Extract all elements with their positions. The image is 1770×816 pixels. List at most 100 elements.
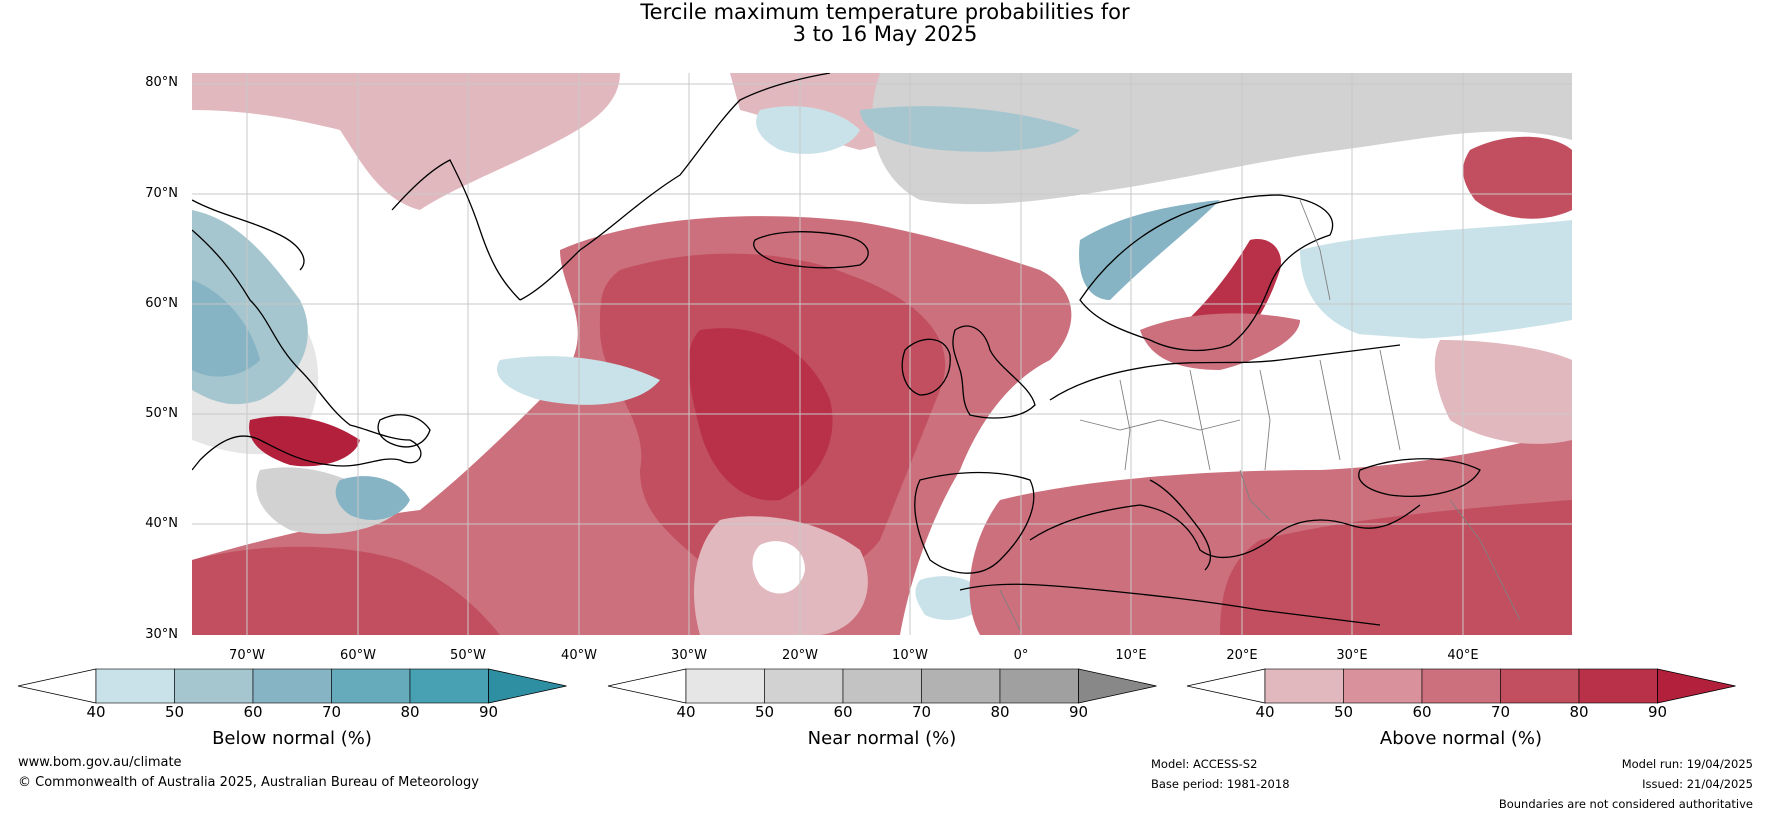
map-title-line1: Tercile maximum temperature probabilitie… — [640, 0, 1130, 24]
lat-label-50n: 50°N — [145, 406, 178, 421]
above-normal-middle-east — [1220, 500, 1572, 635]
colorbar-above-segment — [1578, 668, 1658, 704]
colorbar-above — [1186, 668, 1736, 704]
footer-disclaimer: Boundaries are not considered authoritat… — [1498, 797, 1753, 811]
map-title-line2: 3 to 16 May 2025 — [792, 22, 978, 46]
europe-neutral-zone — [1055, 325, 1462, 456]
coast-greenland-south — [519, 73, 831, 301]
coast-scandinavia — [1079, 194, 1334, 352]
colorbar-below-tick: 80 — [400, 703, 420, 721]
coast-greenland-west — [391, 159, 521, 301]
colorbar-above-segment — [1343, 668, 1423, 704]
colorbar-near-tick: 50 — [754, 703, 775, 721]
above-normal-arctic-canada — [192, 73, 620, 210]
lon-label-20w: 20°W — [782, 648, 818, 663]
footer-model: Model: ACCESS-S2 — [1151, 757, 1258, 771]
coast-black-sea — [1358, 458, 1481, 497]
colorbar-below-tick: 90 — [478, 703, 499, 721]
colorbar-above-tick: 60 — [1412, 703, 1432, 721]
colorbar-near — [607, 668, 1157, 704]
colorbar-above-tick: 80 — [1569, 703, 1589, 721]
below-normal-atlantic-mid — [496, 356, 660, 405]
gridlines — [192, 73, 1572, 635]
lon-label-20e: 20°E — [1226, 648, 1258, 663]
colorbar-near-tick: 60 — [833, 703, 853, 721]
coast-iberia — [914, 471, 1035, 574]
colorbar-above-segment — [1264, 668, 1344, 704]
lon-label-50w: 50°W — [450, 648, 486, 663]
colorbar-below — [17, 668, 567, 704]
country-borders — [999, 199, 1521, 631]
coast-north-africa — [959, 583, 1381, 626]
coast-ireland — [901, 338, 951, 396]
footer-issued: Issued: 21/04/2025 — [1642, 777, 1753, 791]
colorbar-above-tick: 50 — [1333, 703, 1354, 721]
lat-label-60n: 60°N — [145, 296, 178, 311]
colorbar-below-tick: 60 — [243, 703, 263, 721]
coast-great-britain — [952, 325, 1036, 419]
above-normal-gulf-st-lawrence — [249, 416, 360, 467]
lon-label-30w: 30°W — [671, 648, 707, 663]
below-normal-arctic — [860, 106, 1080, 152]
colorbar-above-tick: 70 — [1490, 703, 1511, 721]
coast-italy — [1149, 479, 1212, 571]
below-normal-gulf-stream — [335, 476, 410, 520]
colorbar-near-tick: 40 — [676, 703, 696, 721]
coastlines — [192, 73, 1481, 626]
colorbar-below-segment — [252, 668, 332, 704]
colorbar-below-max-triangle — [488, 668, 567, 704]
coast-iceland — [753, 231, 869, 269]
lon-label-30e: 30°E — [1336, 648, 1368, 663]
below-normal-russia — [1300, 220, 1572, 340]
near-normal-arctic — [872, 73, 1572, 205]
colorbar-near-segment — [999, 668, 1079, 704]
lon-label-70w: 70°W — [229, 648, 265, 663]
lon-label-60w: 60°W — [340, 648, 376, 663]
colorbar-below-tick: 50 — [164, 703, 185, 721]
coast-canada-east — [192, 229, 422, 471]
colorbar-above-min-triangle — [1186, 668, 1266, 704]
colorbar-near-label: Near normal (%) — [807, 728, 957, 749]
colorbar-below-segment — [174, 668, 254, 704]
colorbar-below-segment — [409, 668, 489, 704]
lon-label-0: 0° — [1013, 648, 1029, 663]
colorbar-near-tick: 80 — [990, 703, 1010, 721]
lon-label-10w: 10°W — [892, 648, 928, 663]
colorbar-above-label: Above normal (%) — [1379, 728, 1543, 749]
colorbar-near-segment — [921, 668, 1001, 704]
colorbar-above-segment — [1421, 668, 1501, 704]
colorbar-below-segment — [95, 668, 175, 704]
above-normal-southwest — [192, 546, 500, 635]
lat-label-80n: 80°N — [145, 75, 178, 90]
colorbar-below-min-triangle — [17, 668, 97, 704]
colorbar-near-segment — [764, 668, 844, 704]
colorbar-above-max-triangle — [1657, 668, 1736, 704]
lat-label-40n: 40°N — [145, 516, 178, 531]
coast-mediterranean-north — [1029, 504, 1421, 558]
lon-label-10e: 10°E — [1115, 648, 1147, 663]
colorbar-above-tick: 90 — [1647, 703, 1668, 721]
lat-label-70n: 70°N — [145, 186, 178, 201]
lat-label-30n: 30°N — [145, 627, 178, 642]
footer-base-period: Base period: 1981-2018 — [1151, 777, 1290, 791]
colorbar-near-segment — [685, 668, 765, 704]
colorbar-below-segment — [331, 668, 411, 704]
lon-label-40w: 40°W — [561, 648, 597, 663]
colorbar-near-segment — [842, 668, 922, 704]
footer-website: www.bom.gov.au/climate — [18, 755, 182, 770]
colorbar-near-max-triangle — [1078, 668, 1157, 704]
colorbar-near-tick: 90 — [1068, 703, 1089, 721]
below-normal-greenland-east — [756, 106, 860, 154]
colorbars — [17, 668, 1736, 704]
above-normal-baltic — [1140, 313, 1300, 370]
below-normal-norway — [1079, 200, 1220, 300]
colorbar-below-tick: 70 — [321, 703, 342, 721]
above-normal-east-europe — [1434, 340, 1572, 444]
coast-newfoundland — [377, 414, 431, 448]
colorbar-near-min-triangle — [607, 668, 687, 704]
above-normal-atlantic-whitepatch — [752, 541, 805, 594]
coast-baffin — [192, 199, 305, 271]
colorbar-near-tick: 70 — [911, 703, 932, 721]
footer-model-run: Model run: 19/04/2025 — [1621, 757, 1753, 771]
